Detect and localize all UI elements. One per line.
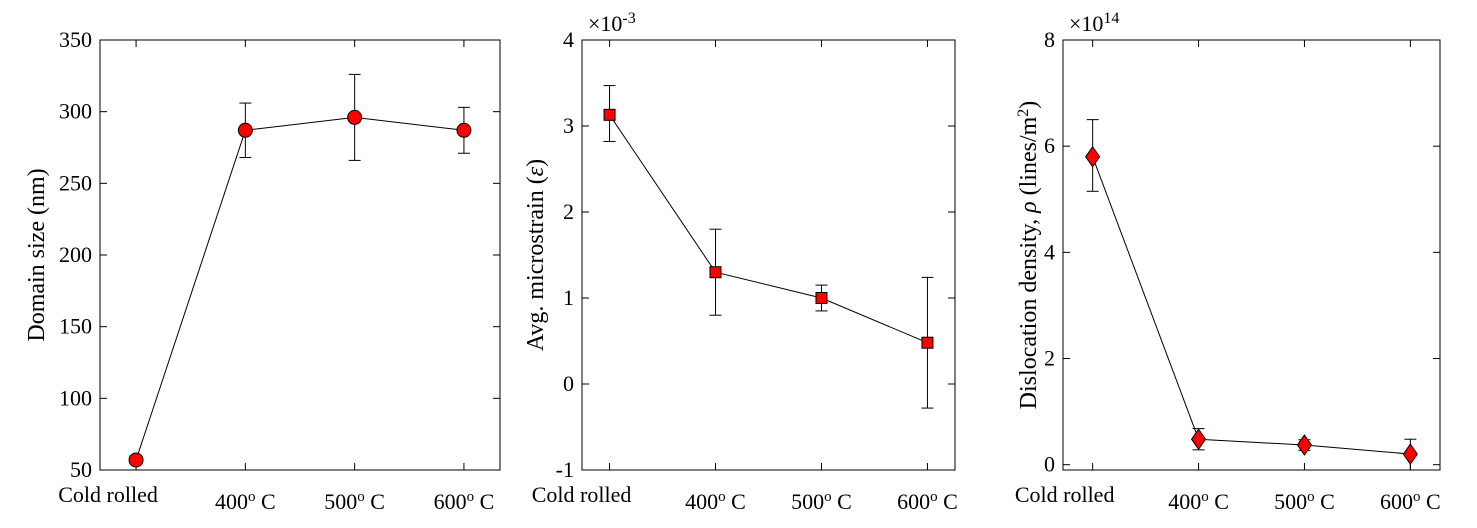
y-tick-label: 200 (59, 242, 92, 267)
y-tick-label: 0 (1044, 452, 1055, 477)
plot-frame (99, 39, 501, 471)
x-tick-label: 500o C (1274, 489, 1335, 514)
x-tick-label: 600o C (897, 489, 958, 514)
axis-exponent-label: ×1014 (1069, 10, 1119, 37)
y-tick-label: 100 (59, 385, 92, 410)
chart-panel-1: 50 100 150 200 250 300 350 Cold rolled 400o C 500… (24, 27, 501, 514)
data-point (709, 266, 722, 279)
data-point (128, 452, 144, 468)
data-point (1402, 443, 1418, 465)
y-tick-label: 300 (59, 99, 92, 124)
y-tick-label: 4 (563, 27, 574, 52)
series-line (1092, 156, 1411, 455)
y-axis-label: Dislocation density, ρ (lines/m2) (1015, 101, 1043, 410)
y-tick-label: 150 (59, 314, 92, 339)
data-point (347, 109, 363, 125)
x-tick-label: Cold rolled (58, 482, 158, 507)
chart-panel-3: 0 2 4 6 8 Cold rolled 400o C 500o C 600o C ×1014 D… (1015, 10, 1441, 515)
y-axis-label: Avg. microstrain (ε) (523, 159, 549, 351)
data-point (1296, 434, 1313, 456)
y-tick-label: 8 (1044, 27, 1055, 52)
y-tick-label: -1 (556, 457, 574, 482)
x-tick-label: 400o C (1168, 489, 1229, 514)
x-tick-label: 600o C (1380, 489, 1441, 514)
y-tick-label: 3 (563, 113, 574, 138)
y-tick-label: 250 (59, 170, 92, 195)
series-line (135, 116, 464, 461)
x-tick-label: Cold rolled (532, 482, 632, 507)
x-tick-label: 500o C (324, 489, 385, 514)
y-tick-label: 1 (563, 285, 574, 310)
data-point (815, 292, 828, 304)
x-tick-label: 600o C (434, 489, 495, 514)
data-point (1190, 428, 1207, 451)
y-axis-label: Domain size (nm) (24, 168, 50, 341)
series-line (609, 114, 928, 344)
data-point (456, 122, 472, 138)
y-tick-label: 6 (1044, 133, 1055, 158)
x-tick-label: 400o C (215, 489, 276, 514)
x-tick-label: 400o C (685, 489, 746, 514)
y-tick-label: 0 (563, 371, 574, 396)
plot-frame (1062, 39, 1441, 471)
data-point (921, 336, 934, 349)
plot-frame (581, 39, 956, 471)
y-tick-label: 2 (1044, 346, 1055, 371)
data-point (1085, 145, 1101, 168)
x-tick-label: Cold rolled (1015, 482, 1115, 507)
y-tick-label: 2 (563, 199, 574, 224)
axis-exponent-label: ×10-3 (588, 10, 636, 37)
y-tick-label: 350 (59, 27, 92, 52)
x-tick-label: 500o C (791, 489, 852, 514)
chart-panel-2: -1 0 1 2 3 4 Cold rolled 400o C 500o C 600o C ×10-… (523, 10, 958, 515)
y-tick-label: 4 (1044, 239, 1055, 264)
y-tick-label: 50 (70, 457, 92, 482)
data-point (237, 122, 253, 138)
data-point (603, 108, 616, 121)
